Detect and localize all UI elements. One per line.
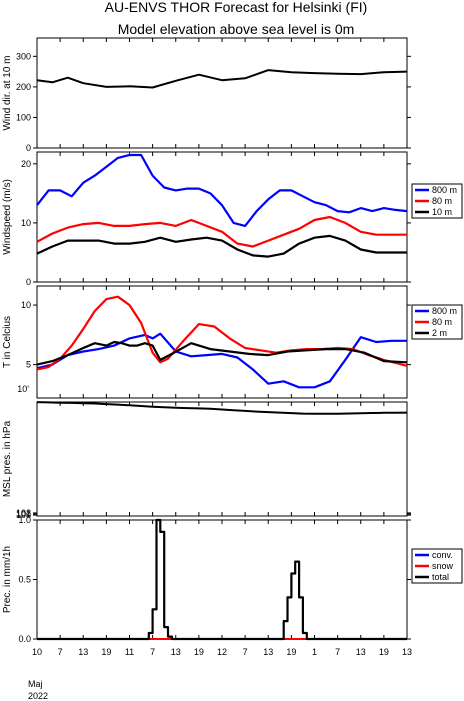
x-tick-label: 10 bbox=[32, 647, 42, 657]
x-tick-label: 13 bbox=[263, 647, 273, 657]
legend-label: 80 m bbox=[432, 317, 452, 327]
legend-label: 800 m bbox=[432, 306, 457, 316]
x-tick-label: 19 bbox=[101, 647, 111, 657]
y-axis-label: MSL pres. in hPa bbox=[2, 420, 13, 497]
series-line-800-m bbox=[36, 332, 407, 389]
series-line-80-m bbox=[36, 295, 408, 371]
x-tick-label: 19 bbox=[379, 647, 389, 657]
series-line-10-m bbox=[36, 234, 407, 258]
x-tick-label: 12 bbox=[217, 647, 227, 657]
legend-label: 2 m bbox=[432, 328, 447, 338]
x-tick-label: 11 bbox=[125, 647, 134, 657]
x-tick-label: 7 bbox=[243, 647, 248, 657]
x-tick-label: 7 bbox=[58, 647, 63, 657]
legend-label: total bbox=[432, 572, 449, 582]
y-tick-label: 20 bbox=[21, 159, 31, 169]
y-tick-label: 0 bbox=[26, 143, 31, 153]
y-tick-label: 100 bbox=[16, 510, 31, 520]
x-tick-label: 13 bbox=[356, 647, 366, 657]
panel-frame bbox=[36, 151, 408, 283]
y-tick-label: 10 bbox=[21, 218, 31, 228]
series-line-total bbox=[37, 518, 407, 641]
x-month-label: Maj bbox=[28, 679, 43, 689]
x-tick-label: 7 bbox=[335, 647, 340, 657]
x-tick-label: 13 bbox=[78, 647, 88, 657]
series-line-1 bbox=[36, 69, 408, 89]
panel-frame bbox=[36, 285, 408, 399]
x-axis: 10 7 13 19 11 7 13 19 12 7 13 19 1 7 13 19 13 bbox=[32, 647, 412, 657]
x-tick-label: 7 bbox=[150, 647, 155, 657]
panel-frame bbox=[36, 37, 408, 149]
x-tick-label: 1 bbox=[312, 647, 317, 657]
legend-label: 800 m bbox=[432, 185, 457, 195]
y-axis-label: T in Celcius bbox=[2, 316, 13, 368]
y-tick-label: 1.0 bbox=[18, 515, 31, 525]
series-line-80-m bbox=[36, 215, 407, 248]
y-axis-label: Prec. in mm/1h bbox=[2, 546, 13, 613]
legend: 800 m80 m2 m bbox=[411, 304, 463, 340]
panel-frame bbox=[36, 401, 408, 517]
x-tick-label: 13 bbox=[402, 647, 412, 657]
y-axis-label: Windspeed (m/s) bbox=[2, 179, 13, 255]
y-tick-label: 200 bbox=[16, 82, 31, 92]
y-tick-label: 0 bbox=[26, 277, 31, 287]
y-tick-label: 100 bbox=[16, 112, 31, 122]
y-axis-label: Wind dir. at 10 m bbox=[2, 55, 13, 130]
y-tick-label-offset: 10' bbox=[17, 384, 29, 394]
chart-subtitle: Model elevation above sea level is 0m bbox=[118, 21, 355, 37]
x-tick-label: 13 bbox=[171, 647, 181, 657]
series-line-2-m bbox=[36, 340, 408, 366]
panel-frame bbox=[36, 519, 408, 640]
panel-2: 0 10 20 Windspeed (m/s) 800 m80 m10 m bbox=[2, 151, 463, 287]
x-year-label: 2022 bbox=[28, 691, 48, 701]
legend: 800 m80 m10 m bbox=[411, 183, 463, 219]
y-tick-label: 10 bbox=[21, 300, 31, 310]
y-tick-label: 0.5 bbox=[18, 575, 31, 585]
y-tick-label: 5 bbox=[26, 360, 31, 370]
y-tick-label: 102 bbox=[16, 508, 31, 518]
legend-label: conv. bbox=[432, 550, 453, 560]
x-tick-label: 19 bbox=[194, 647, 204, 657]
y-tick-label: 0.0 bbox=[18, 634, 31, 644]
y-tick-label: 300 bbox=[16, 51, 31, 61]
y-tick-label: 101 bbox=[16, 509, 31, 519]
panel-3: 5 10 10' T in Celcius 800 m80 m2 m bbox=[2, 285, 463, 399]
legend-label: snow bbox=[432, 561, 454, 571]
legend-label: 10 m bbox=[432, 207, 452, 217]
legend-label: 80 m bbox=[432, 196, 452, 206]
series-line-1 bbox=[36, 401, 408, 415]
series-line-800-m bbox=[36, 153, 408, 227]
chart-title: AU-ENVS THOR Forecast for Helsinki (FI) bbox=[105, 0, 368, 15]
x-tick-label: 19 bbox=[286, 647, 296, 657]
